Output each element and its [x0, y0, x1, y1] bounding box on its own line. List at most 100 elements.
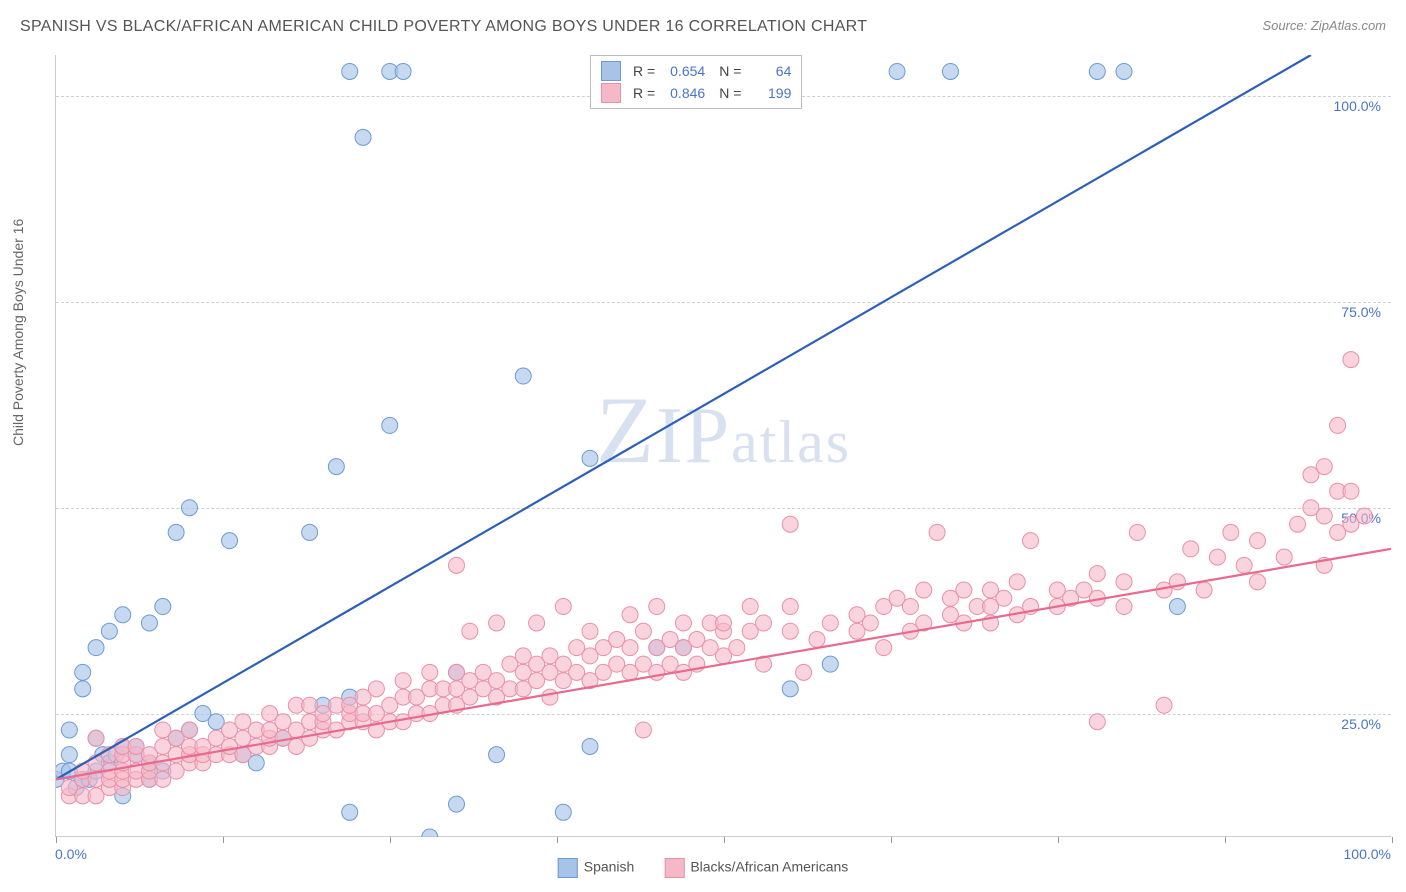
legend-swatch: [664, 858, 684, 878]
data-point: [1089, 566, 1105, 582]
data-point: [382, 417, 398, 433]
data-point: [809, 631, 825, 647]
data-point: [1250, 574, 1266, 590]
series-legend: Spanish Blacks/African Americans: [558, 858, 849, 878]
data-point: [1116, 599, 1132, 615]
data-point: [462, 623, 478, 639]
legend-swatch: [601, 61, 621, 81]
data-point: [342, 63, 358, 79]
data-point: [355, 129, 371, 145]
data-point: [422, 664, 438, 680]
data-point: [716, 615, 732, 631]
x-axis-max-label: 100.0%: [1344, 846, 1391, 862]
x-tick: [1392, 837, 1393, 843]
n-label: N =: [719, 82, 741, 104]
data-point: [1343, 352, 1359, 368]
data-point: [1209, 549, 1225, 565]
data-point: [729, 640, 745, 656]
data-point: [649, 599, 665, 615]
n-label: N =: [719, 60, 741, 82]
data-point: [929, 524, 945, 540]
data-point: [876, 640, 892, 656]
x-tick: [557, 837, 558, 843]
data-point: [1183, 541, 1199, 557]
data-point: [1116, 63, 1132, 79]
data-point: [489, 747, 505, 763]
data-point: [622, 640, 638, 656]
data-point: [1316, 459, 1332, 475]
data-point: [1089, 714, 1105, 730]
legend-row: R = 0.846 N = 199: [601, 82, 791, 104]
data-point: [1316, 508, 1332, 524]
data-point: [422, 829, 438, 837]
data-point: [782, 623, 798, 639]
legend-label: Blacks/African Americans: [690, 859, 848, 875]
legend-item: Blacks/African Americans: [664, 858, 848, 878]
data-point: [529, 615, 545, 631]
x-tick: [223, 837, 224, 843]
x-tick: [1058, 837, 1059, 843]
legend-label: Spanish: [584, 859, 635, 875]
source-attribution: Source: ZipAtlas.com: [1262, 18, 1386, 33]
data-point: [395, 673, 411, 689]
data-point: [1276, 549, 1292, 565]
data-point: [515, 368, 531, 384]
x-tick: [891, 837, 892, 843]
data-point: [1156, 697, 1172, 713]
x-axis-min-label: 0.0%: [55, 846, 87, 862]
data-point: [742, 599, 758, 615]
r-value: 0.846: [661, 82, 705, 104]
data-point: [449, 557, 465, 573]
data-point: [1290, 516, 1306, 532]
chart-title: SPANISH VS BLACK/AFRICAN AMERICAN CHILD …: [20, 18, 867, 36]
data-point: [395, 63, 411, 79]
data-point: [1196, 582, 1212, 598]
data-point: [61, 722, 77, 738]
plot-inner: ZIPatlas 25.0%50.0%75.0%100.0%: [56, 55, 1391, 837]
legend-swatch: [601, 83, 621, 103]
data-point: [555, 804, 571, 820]
data-point: [1343, 483, 1359, 499]
data-point: [902, 599, 918, 615]
data-point: [182, 722, 198, 738]
data-point: [222, 533, 238, 549]
chart-svg: [56, 55, 1391, 837]
data-point: [1330, 417, 1346, 433]
data-point: [1116, 574, 1132, 590]
data-point: [916, 582, 932, 598]
data-point: [449, 796, 465, 812]
data-point: [782, 516, 798, 532]
data-point: [942, 63, 958, 79]
data-point: [1223, 524, 1239, 540]
data-point: [582, 738, 598, 754]
x-tick: [724, 837, 725, 843]
data-point: [675, 615, 691, 631]
data-point: [756, 615, 772, 631]
data-point: [889, 63, 905, 79]
r-label: R =: [633, 82, 655, 104]
x-tick: [390, 837, 391, 843]
n-value: 199: [747, 82, 791, 104]
data-point: [782, 599, 798, 615]
data-point: [996, 590, 1012, 606]
data-point: [555, 599, 571, 615]
r-value: 0.654: [661, 60, 705, 82]
data-point: [302, 524, 318, 540]
legend-row: R = 0.654 N = 64: [601, 60, 791, 82]
data-point: [328, 459, 344, 475]
plot-area: ZIPatlas 25.0%50.0%75.0%100.0% R = 0.654…: [55, 55, 1391, 837]
data-point: [635, 623, 651, 639]
data-point: [1129, 524, 1145, 540]
data-point: [75, 681, 91, 697]
data-point: [822, 615, 838, 631]
data-point: [542, 689, 558, 705]
data-point: [61, 747, 77, 763]
data-point: [582, 450, 598, 466]
data-point: [1169, 599, 1185, 615]
data-point: [622, 607, 638, 623]
y-axis-label: Child Poverty Among Boys Under 16: [10, 219, 26, 446]
data-point: [141, 615, 157, 631]
correlation-legend: R = 0.654 N = 64 R = 0.846 N = 199: [590, 55, 802, 109]
data-point: [822, 656, 838, 672]
data-point: [862, 615, 878, 631]
